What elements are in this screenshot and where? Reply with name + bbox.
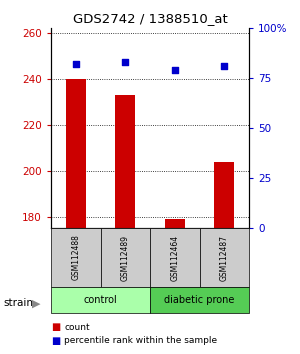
Point <box>222 63 227 69</box>
Point <box>172 68 177 73</box>
Point <box>74 62 78 67</box>
Text: GDS2742 / 1388510_at: GDS2742 / 1388510_at <box>73 12 227 25</box>
Bar <box>150 287 249 313</box>
Text: control: control <box>84 295 117 305</box>
Text: GSM112464: GSM112464 <box>170 234 179 281</box>
Bar <box>165 219 185 228</box>
Text: ▶: ▶ <box>32 298 40 308</box>
Text: ■: ■ <box>51 336 60 346</box>
Bar <box>66 79 86 228</box>
Bar <box>200 228 249 287</box>
Text: diabetic prone: diabetic prone <box>164 295 235 305</box>
Bar <box>51 287 150 313</box>
Text: strain: strain <box>3 298 33 308</box>
Text: GSM112488: GSM112488 <box>71 235 80 280</box>
Text: count: count <box>64 323 90 332</box>
Text: GSM112489: GSM112489 <box>121 235 130 280</box>
Bar <box>214 162 234 228</box>
Bar <box>51 228 100 287</box>
Text: GSM112487: GSM112487 <box>220 235 229 280</box>
Point <box>123 59 128 65</box>
Bar <box>150 228 200 287</box>
Text: ■: ■ <box>51 322 60 332</box>
Bar <box>100 228 150 287</box>
Text: percentile rank within the sample: percentile rank within the sample <box>64 336 218 345</box>
Bar <box>116 95 135 228</box>
